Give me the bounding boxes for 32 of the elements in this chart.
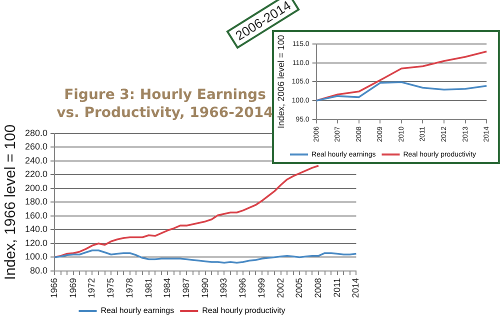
y-axis-title: Index, 1966 level = 100 [2,124,20,280]
x-tick-label: 1975 [106,278,116,298]
x-tick-label: 1987 [180,278,191,298]
y-tick-label: 200.0 [24,182,48,193]
y-tick-label: 180.0 [24,196,48,207]
y-tick-label: 240.0 [24,155,48,166]
y-tick-label: 140.0 [24,224,48,234]
x-tick-label: 2014 [350,278,361,298]
x-tick-label: 1996 [238,278,248,298]
x-tick-label: 1993 [218,278,229,298]
x-tick-label: 2011 [332,278,342,298]
x-tick-label: 1981 [143,278,154,298]
x-tick-label: 1984 [162,278,172,298]
y-tick-label: 120.0 [24,238,48,248]
chart-title: Figure 3: Hourly Earnings vs. Productivity, 1966-2014 [56,86,274,122]
x-tick-label: 1972 [86,278,97,298]
legend-label: Real hourly earnings [100,306,174,316]
y-tick-label: 160.0 [24,210,48,220]
y-tick-label: 80.0 [30,265,48,276]
y-tick-label: 260.0 [24,142,48,152]
x-tick-label: 2002 [275,278,286,298]
x-tick-label: 2005 [294,278,304,298]
x-tick-label: 1999 [256,278,266,298]
y-tick-label: 280.0 [24,128,48,138]
x-tick-label: 1978 [124,278,134,298]
x-tick-label: 1990 [200,278,210,298]
x-tick-label: 2008 [312,278,323,298]
x-tick-label: 1969 [68,278,78,298]
x-tick-label: 1966 [49,278,60,298]
legend-label: Real hourly productivity [202,306,286,316]
y-tick-label: 220.0 [24,169,48,180]
y-tick-label: 100.0 [24,252,48,262]
